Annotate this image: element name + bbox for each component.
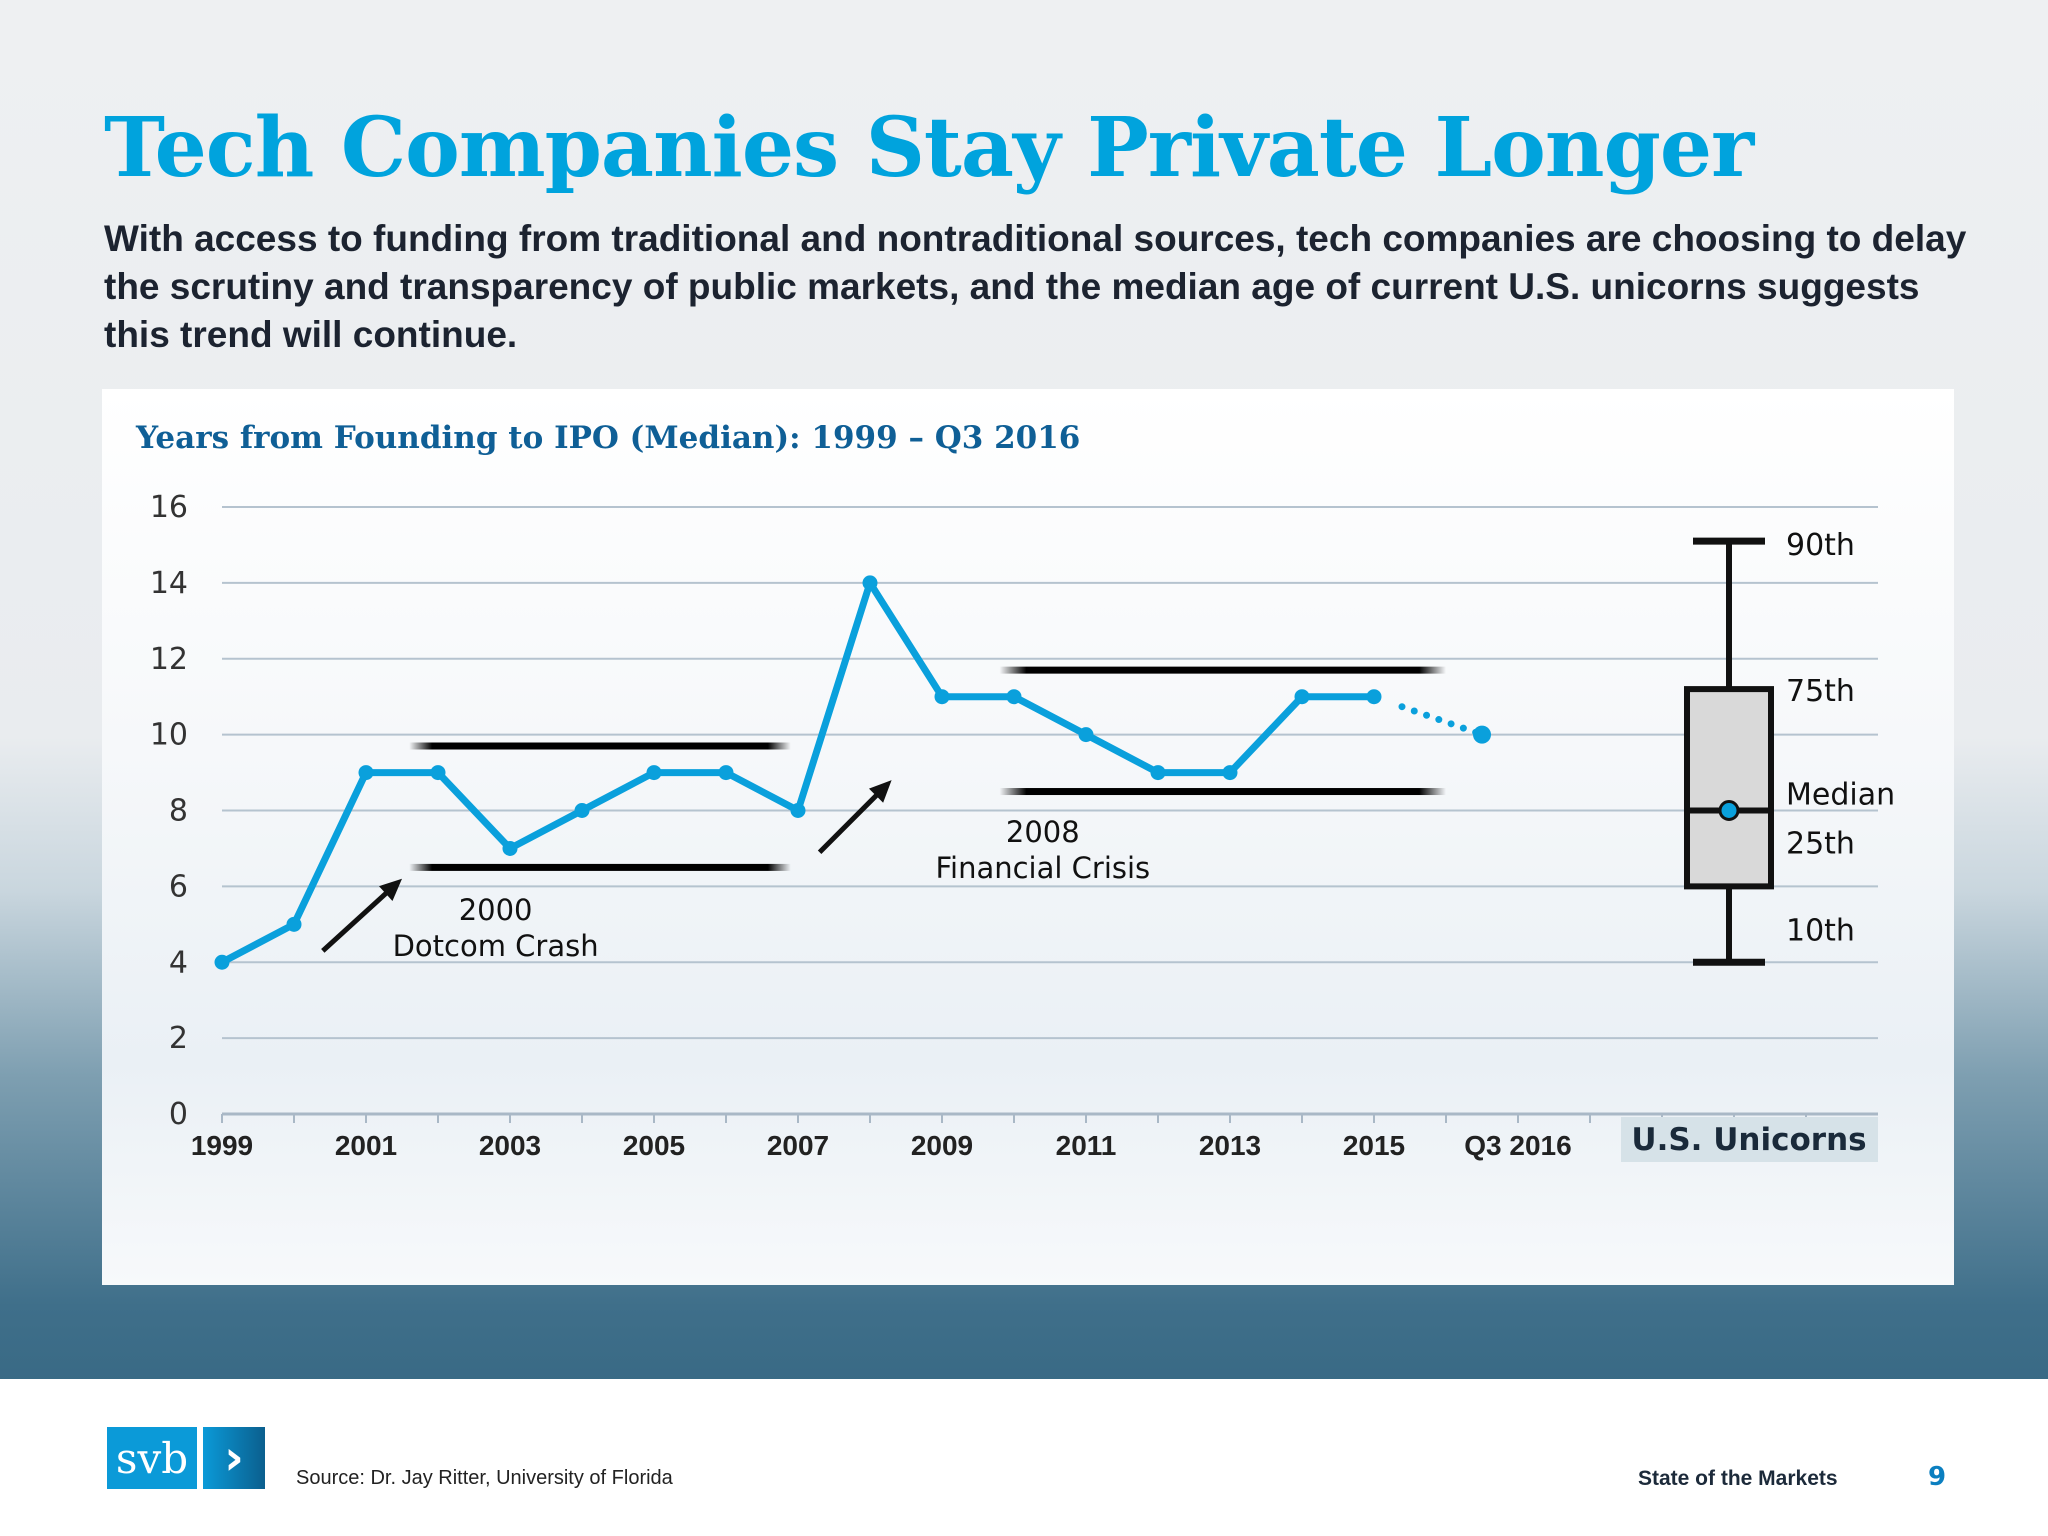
annotation-band — [409, 742, 791, 750]
arrow-head-icon — [868, 780, 892, 803]
y-tick-label: 8 — [169, 794, 188, 829]
x-tick-label: 2003 — [479, 1130, 541, 1161]
x-tick-label: 2007 — [767, 1130, 829, 1161]
data-point — [358, 765, 374, 781]
boxplot-label-p25: 25th — [1786, 826, 1855, 861]
data-point — [286, 916, 302, 932]
data-point — [214, 954, 230, 970]
y-tick-label: 16 — [150, 490, 188, 525]
data-point — [1150, 765, 1166, 781]
data-point — [430, 765, 446, 781]
x-tick-label: 2005 — [623, 1130, 685, 1161]
category-label-bg — [1621, 1117, 1878, 1162]
data-point — [862, 575, 878, 591]
boxplot-label-p90: 90th — [1786, 528, 1855, 563]
category-label: U.S. Unicorns — [1631, 1122, 1866, 1158]
data-point — [502, 840, 518, 856]
boxplot-label-median: Median — [1786, 778, 1895, 813]
series-projection-line — [1398, 703, 1486, 739]
x-tick-label: 1999 — [191, 1130, 253, 1161]
annotation-event: Financial Crisis — [935, 851, 1150, 885]
svb-logo: svb › — [107, 1427, 265, 1489]
y-tick-label: 2 — [169, 1021, 188, 1056]
data-point — [718, 765, 734, 781]
footer — [0, 1379, 2048, 1536]
annotation-year: 2008 — [1006, 815, 1080, 849]
x-tick-label: 2013 — [1199, 1130, 1261, 1161]
x-tick-label: 2001 — [335, 1130, 397, 1161]
x-tick-label: Q3 2016 — [1464, 1130, 1571, 1161]
annotation-band — [409, 863, 791, 871]
annotation-year: 2000 — [459, 893, 533, 927]
arrow-shaft — [817, 787, 885, 854]
y-tick-label: 6 — [169, 869, 188, 904]
boxplot-median-point — [1718, 800, 1740, 821]
data-point — [1078, 727, 1094, 743]
boxplot-label-p75: 75th — [1786, 674, 1855, 709]
data-point — [934, 689, 950, 705]
page-title: Tech Companies Stay Private Longer — [104, 100, 1754, 196]
x-tick-label: 2009 — [911, 1130, 973, 1161]
data-point — [790, 803, 806, 818]
x-tick-label: 2011 — [1056, 1130, 1117, 1161]
chevron-right-icon: › — [203, 1427, 265, 1489]
data-point — [574, 803, 590, 818]
page-subtitle: With access to funding from traditional … — [104, 218, 1967, 355]
arrow-shaft — [321, 885, 395, 953]
brand-label: State of the Markets — [1638, 1467, 1838, 1490]
source-note: Source: Dr. Jay Ritter, University of Fl… — [296, 1467, 673, 1489]
annotation-event: Dotcom Crash — [393, 929, 599, 963]
y-tick-label: 12 — [150, 642, 188, 677]
boxplot-label-p10: 10th — [1786, 913, 1855, 948]
line-chart: 0 2 4 6 8 10 12 14 16 1999 2001 2003 2005 2007 2009 201… — [150, 490, 1895, 1162]
y-tick-label: 4 — [169, 945, 188, 980]
arrow-head-icon — [378, 878, 402, 901]
data-point — [1473, 725, 1491, 744]
annotation-band — [999, 788, 1446, 796]
data-point — [646, 765, 662, 781]
data-point — [1294, 689, 1310, 705]
logo-text: svb — [107, 1427, 197, 1489]
series-line — [220, 579, 1374, 966]
data-point — [1366, 689, 1382, 705]
y-tick-label: 0 — [169, 1097, 188, 1132]
annotation-band — [999, 666, 1446, 674]
data-point — [1222, 765, 1238, 781]
data-point — [1006, 689, 1022, 705]
page-number: 9 — [1928, 1462, 1947, 1492]
boxplot-box — [1684, 686, 1774, 890]
y-tick-label: 14 — [150, 566, 188, 601]
chart-title: Years from Founding to IPO (Median): 199… — [136, 420, 1081, 456]
y-tick-label: 10 — [150, 718, 188, 753]
x-tick-label: 2015 — [1343, 1130, 1405, 1161]
